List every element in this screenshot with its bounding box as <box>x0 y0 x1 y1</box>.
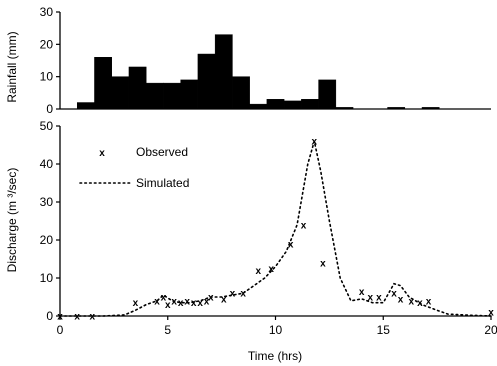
rainfall-bar <box>128 66 147 110</box>
rainfall-bar <box>266 99 285 110</box>
discharge-x-tick-label: 20 <box>484 323 497 337</box>
observed-point: x <box>256 266 262 277</box>
rainfall-bar <box>318 79 337 110</box>
rainfall-y-tick-label: 30 <box>40 5 54 19</box>
discharge-x-tick-label: 15 <box>377 323 391 337</box>
rainfall-panel: 0 10 20 30 Rainfall (mm) <box>5 5 491 116</box>
discharge-x-tick-label: 10 <box>269 323 283 337</box>
observed-point: x <box>488 308 494 319</box>
observed-point: x <box>359 287 365 298</box>
discharge-x-ticks: 0 5 10 15 20 <box>57 316 497 337</box>
discharge-y-tick-label: 0 <box>46 309 53 323</box>
observed-point: x <box>197 298 203 309</box>
observed-point: x <box>230 289 236 300</box>
observed-point: x <box>133 298 139 309</box>
rainfall-bar <box>197 53 216 110</box>
observed-point: x <box>74 312 80 323</box>
rainfall-bar <box>180 79 199 110</box>
discharge-y-tick-label: 20 <box>40 233 54 247</box>
rainfall-bar <box>145 82 164 110</box>
observed-point: x <box>184 296 190 307</box>
observed-point: x <box>426 296 432 307</box>
observed-point: x <box>312 137 318 148</box>
rainfall-bar <box>421 107 440 110</box>
observed-point: x <box>417 298 423 309</box>
discharge-x-tick-label: 5 <box>164 323 171 337</box>
observed-point: x <box>161 293 167 304</box>
legend-observed-label: Observed <box>136 145 188 159</box>
discharge-x-tick-label: 0 <box>57 323 64 337</box>
rainfall-bar <box>301 99 319 110</box>
rainfall-bar <box>76 102 95 110</box>
rainfall-bar <box>335 107 354 110</box>
observed-point: x <box>268 264 274 275</box>
rainfall-y-tick-label: 20 <box>40 37 54 51</box>
observed-point: x <box>288 239 294 250</box>
observed-point: x <box>221 294 227 305</box>
observed-point: x <box>165 300 171 311</box>
discharge-y-tick-label: 40 <box>40 157 54 171</box>
observed-point: x <box>240 289 246 300</box>
rainfall-bar <box>283 100 302 110</box>
discharge-y-tick-label: 30 <box>40 195 54 209</box>
observed-point: x <box>376 293 382 304</box>
legend-observed-marker: x <box>99 148 105 159</box>
rainfall-bar <box>111 76 130 110</box>
observed-point: x <box>368 293 374 304</box>
observed-point: x <box>398 294 404 305</box>
rainfall-bar <box>232 76 250 110</box>
observed-point: x <box>301 220 307 231</box>
simulated-series-line <box>59 140 492 317</box>
observed-point: x <box>320 258 326 269</box>
legend: x Observed Simulated <box>79 145 189 190</box>
rainfall-y-ticks: 0 10 20 30 <box>40 5 60 116</box>
rainfall-y-tick-label: 0 <box>46 102 53 116</box>
observed-point: x <box>171 296 177 307</box>
observed-point: x <box>391 289 397 300</box>
rainfall-bar <box>163 82 181 110</box>
rainfall-bar <box>387 107 406 110</box>
rainfall-bar <box>94 57 112 110</box>
observed-point: x <box>178 298 184 309</box>
discharge-y-axis-label: Discharge (m ³/sec) <box>5 168 19 273</box>
rainfall-bar <box>249 103 268 110</box>
discharge-y-tick-label: 50 <box>40 119 54 133</box>
observed-point: x <box>409 296 415 307</box>
observed-point: x <box>204 296 210 307</box>
rainfall-y-tick-label: 10 <box>40 70 54 84</box>
rainfall-bar <box>214 34 233 110</box>
observed-point: x <box>90 312 96 323</box>
discharge-y-tick-label: 10 <box>40 271 54 285</box>
discharge-y-ticks: 0 10 20 30 40 50 <box>40 119 60 323</box>
discharge-x-axis-label: Time (hrs) <box>248 349 302 363</box>
rainfall-bars <box>76 34 440 110</box>
observed-point: x <box>208 293 214 304</box>
observed-point: x <box>154 296 160 307</box>
observed-point: x <box>191 298 197 309</box>
legend-simulated-label: Simulated <box>136 176 189 190</box>
observed-point: x <box>57 312 63 323</box>
rainfall-y-axis-label: Rainfall (mm) <box>5 31 19 102</box>
